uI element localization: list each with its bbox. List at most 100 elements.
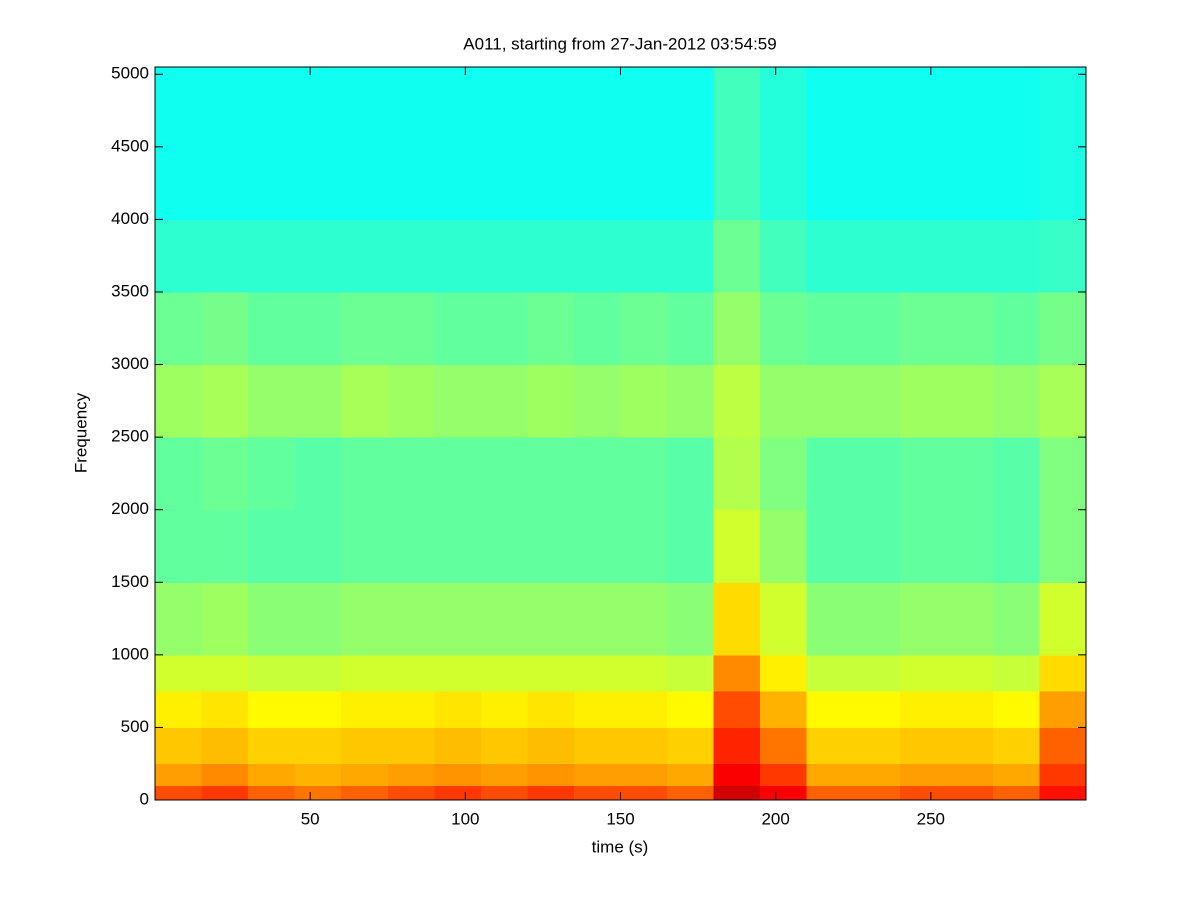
spectrogram-cell bbox=[713, 691, 761, 728]
spectrogram-cell bbox=[294, 691, 342, 728]
spectrogram-cell bbox=[992, 364, 1040, 438]
spectrogram-cell bbox=[248, 509, 296, 583]
spectrogram-cell bbox=[1039, 691, 1087, 728]
spectrogram-cell bbox=[480, 67, 528, 220]
chart-title: A011, starting from 27-Jan-2012 03:54:59 bbox=[463, 34, 776, 53]
spectrogram-cell bbox=[527, 785, 575, 801]
y-tick-label: 3000 bbox=[111, 354, 149, 373]
spectrogram-cell bbox=[155, 509, 203, 583]
spectrogram-cell bbox=[899, 291, 947, 366]
spectrogram-cell bbox=[946, 654, 994, 692]
spectrogram-cell bbox=[899, 437, 947, 511]
spectrogram-cell bbox=[201, 509, 249, 583]
spectrogram-cell bbox=[434, 582, 482, 656]
spectrogram-cell bbox=[760, 763, 808, 786]
spectrogram-cell bbox=[806, 785, 854, 801]
spectrogram-cell bbox=[853, 763, 901, 786]
y-tick-label: 1500 bbox=[111, 572, 149, 591]
spectrogram-cell bbox=[992, 437, 1040, 511]
y-axis-label: Frequency bbox=[71, 392, 90, 473]
spectrogram-cell bbox=[527, 763, 575, 786]
spectrogram-cell bbox=[201, 291, 249, 366]
spectrogram-cell bbox=[248, 437, 296, 511]
spectrogram-cell bbox=[760, 364, 808, 438]
spectrogram-cell bbox=[806, 582, 854, 656]
spectrogram-cell bbox=[248, 654, 296, 692]
spectrogram-cell bbox=[527, 582, 575, 656]
spectrogram-cell bbox=[620, 364, 668, 438]
x-tick-label: 250 bbox=[917, 809, 945, 828]
spectrogram-cell bbox=[853, 437, 901, 511]
spectrogram-cell bbox=[713, 67, 761, 220]
spectrogram-cell bbox=[341, 582, 389, 656]
spectrogram-cell bbox=[434, 763, 482, 786]
spectrogram-cell bbox=[248, 67, 296, 220]
spectrogram-cell bbox=[201, 437, 249, 511]
spectrogram-cell bbox=[387, 509, 435, 583]
spectrogram-cell bbox=[946, 691, 994, 728]
spectrogram-cell bbox=[341, 763, 389, 786]
spectrogram-cell bbox=[248, 291, 296, 366]
spectrogram-cell bbox=[899, 654, 947, 692]
spectrogram-cell bbox=[853, 291, 901, 366]
spectrogram-cell bbox=[899, 763, 947, 786]
spectrogram-cell bbox=[760, 727, 808, 765]
spectrogram-cell bbox=[480, 364, 528, 438]
spectrogram-cell bbox=[527, 691, 575, 728]
spectrogram-cell bbox=[1039, 654, 1087, 692]
spectrogram-cell bbox=[1039, 67, 1087, 220]
spectrogram-cell bbox=[620, 219, 668, 293]
spectrogram-cell bbox=[387, 219, 435, 293]
spectrogram-cell bbox=[341, 219, 389, 293]
spectrogram-cell bbox=[294, 582, 342, 656]
spectrogram-cell bbox=[899, 509, 947, 583]
spectrogram-cell bbox=[480, 727, 528, 765]
spectrogram-cell bbox=[760, 785, 808, 801]
spectrogram-cell bbox=[760, 291, 808, 366]
spectrogram-cell bbox=[480, 291, 528, 366]
spectrogram-cell bbox=[620, 691, 668, 728]
spectrogram-cell bbox=[527, 509, 575, 583]
spectrogram-cell bbox=[667, 785, 715, 801]
spectrogram-cell bbox=[620, 582, 668, 656]
spectrogram-cell bbox=[1039, 582, 1087, 656]
spectrogram-cell bbox=[248, 727, 296, 765]
spectrogram-cell bbox=[1039, 727, 1087, 765]
spectrogram-cell bbox=[806, 364, 854, 438]
spectrogram-cell bbox=[387, 763, 435, 786]
spectrogram-cell bbox=[155, 364, 203, 438]
spectrogram-cell bbox=[387, 654, 435, 692]
spectrogram-cell bbox=[620, 437, 668, 511]
heatmap bbox=[155, 67, 1087, 801]
spectrogram-cell bbox=[434, 67, 482, 220]
spectrogram-cell bbox=[992, 763, 1040, 786]
spectrogram-cell bbox=[294, 727, 342, 765]
spectrogram-cell bbox=[667, 437, 715, 511]
spectrogram-cell bbox=[946, 364, 994, 438]
spectrogram-cell bbox=[155, 691, 203, 728]
spectrogram-cell bbox=[294, 291, 342, 366]
spectrogram-cell bbox=[899, 785, 947, 801]
spectrogram-cell bbox=[760, 67, 808, 220]
spectrogram-cell bbox=[527, 437, 575, 511]
spectrogram-cell bbox=[853, 67, 901, 220]
spectrogram-cell bbox=[806, 691, 854, 728]
x-tick-label: 150 bbox=[606, 809, 634, 828]
spectrogram-cell bbox=[713, 364, 761, 438]
spectrogram-cell bbox=[946, 785, 994, 801]
spectrogram-cell bbox=[201, 763, 249, 786]
spectrogram-cell bbox=[713, 509, 761, 583]
spectrogram-cell bbox=[620, 654, 668, 692]
spectrogram-cell bbox=[667, 219, 715, 293]
spectrogram-cell bbox=[667, 291, 715, 366]
spectrogram-cell bbox=[573, 691, 621, 728]
spectrogram-cell bbox=[620, 785, 668, 801]
spectrogram-cell bbox=[573, 67, 621, 220]
spectrogram-cell bbox=[248, 364, 296, 438]
spectrogram-cell bbox=[946, 67, 994, 220]
spectrogram-cell bbox=[294, 763, 342, 786]
spectrogram-cell bbox=[946, 509, 994, 583]
x-tick-label: 100 bbox=[451, 809, 479, 828]
spectrogram-cell bbox=[573, 727, 621, 765]
